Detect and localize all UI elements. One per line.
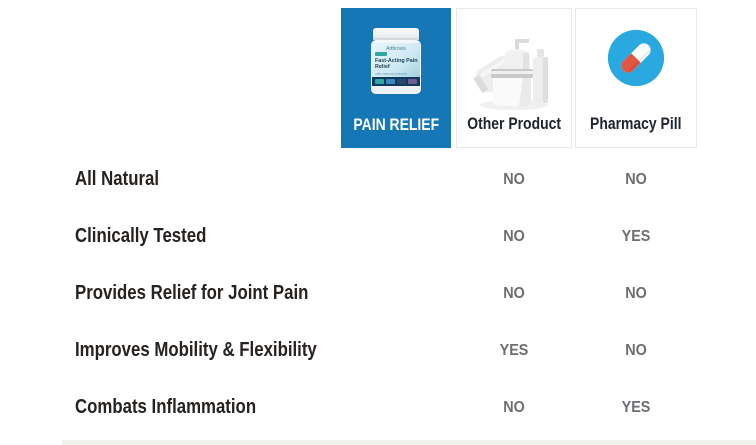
feature-comparison-grid: All Natural YES NO NO Clinically Tested … — [62, 152, 697, 435]
feature-clinically-tested: Clinically Tested — [75, 225, 207, 247]
cell-clinically-tested-pain-relief: YES — [381, 227, 411, 245]
feature-all-natural: All Natural — [75, 168, 160, 190]
cell-inflammation-pharmacy-pill: YES — [621, 398, 651, 416]
cell-mobility-pharmacy-pill: NO — [625, 341, 647, 359]
cell-mobility-pain-relief: YES — [381, 341, 411, 359]
svg-text:Relief: Relief — [375, 64, 390, 70]
header-pain-relief: Arthrovis Fast-Acting Pain Relief with n… — [341, 8, 451, 148]
svg-text:Fast-Acting Pain: Fast-Acting Pain — [375, 58, 418, 64]
header-pharmacy-pill: Pharmacy Pill — [575, 8, 697, 148]
cell-all-natural-pharmacy-pill: NO — [625, 170, 647, 188]
feature-mobility-flexibility: Improves Mobility & Flexibility — [75, 339, 317, 361]
other-product-image — [457, 27, 571, 113]
cell-joint-pain-other-product: NO — [503, 284, 525, 302]
svg-text:Arthrovis: Arthrovis — [386, 46, 406, 52]
cell-joint-pain-pharmacy-pill: NO — [625, 284, 647, 302]
svg-text:with natural extracts: with natural extracts — [375, 72, 407, 76]
table-bottom-strip — [62, 440, 756, 445]
cell-all-natural-other-product: NO — [503, 170, 525, 188]
cell-all-natural-pain-relief: YES — [381, 170, 411, 188]
cell-inflammation-other-product: NO — [503, 398, 525, 416]
pain-relief-jar-image: Arthrovis Fast-Acting Pain Relief with n… — [341, 26, 451, 98]
cell-mobility-other-product: YES — [499, 341, 529, 359]
cell-clinically-tested-pharmacy-pill: YES — [621, 227, 651, 245]
feature-joint-pain-relief: Provides Relief for Joint Pain — [75, 282, 309, 304]
pharmacy-pill-column-label: Pharmacy Pill — [590, 114, 682, 133]
other-product-column-label: Other Product — [467, 114, 562, 133]
cell-inflammation-pain-relief: YES — [381, 398, 411, 416]
cell-joint-pain-pain-relief: YES — [381, 284, 411, 302]
header-other-product: Other Product — [456, 8, 572, 148]
feature-combats-inflammation: Combats Inflammation — [75, 396, 257, 418]
pharmacy-pill-icon — [576, 27, 696, 89]
pain-relief-column-label: PAIN RELIEF — [353, 115, 439, 134]
cell-clinically-tested-other-product: NO — [503, 227, 525, 245]
